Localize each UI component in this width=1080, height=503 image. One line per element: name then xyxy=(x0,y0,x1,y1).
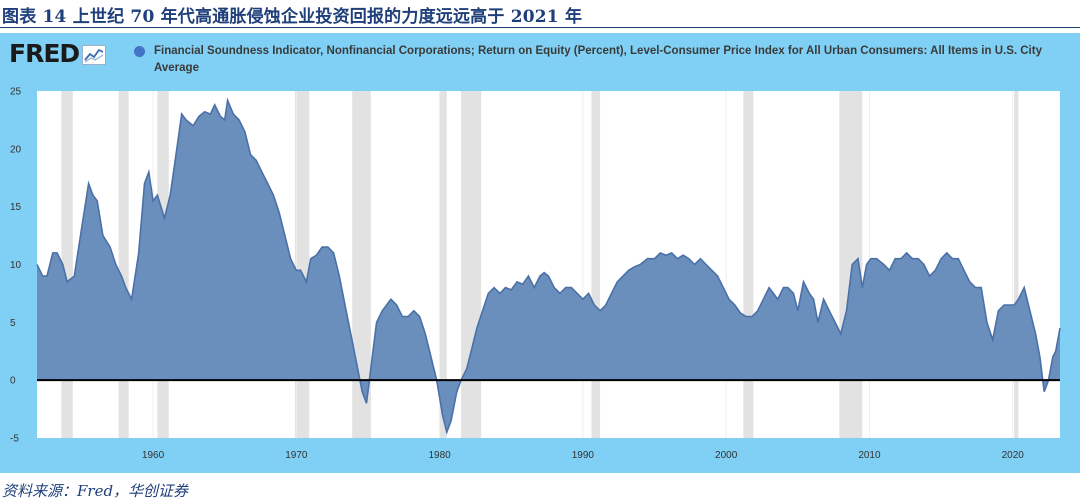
title-divider xyxy=(0,27,1080,28)
recession-band xyxy=(118,91,129,438)
x-tick-label: 1960 xyxy=(142,450,165,461)
x-tick-label: 2020 xyxy=(1002,450,1025,461)
x-tick-label: 1970 xyxy=(285,450,308,461)
y-tick-label: -5 xyxy=(10,434,19,445)
recession-band xyxy=(294,91,310,438)
recession-band xyxy=(439,91,447,438)
fred-logo[interactable]: FRED xyxy=(9,39,107,68)
x-tick-label: 1990 xyxy=(572,450,595,461)
recession-band xyxy=(61,91,73,438)
recession-band xyxy=(1014,91,1019,438)
y-tick-label: 0 xyxy=(10,376,16,387)
chart-line-icon xyxy=(82,45,107,65)
x-tick-label: 1980 xyxy=(428,450,451,461)
series-line xyxy=(36,97,1061,435)
legend-label: Financial Soundness Indicator, Nonfinanc… xyxy=(154,45,1042,74)
chart-legend: Financial Soundness Indicator, Nonfinanc… xyxy=(134,43,1054,77)
source-note: 资料来源：Fred，华创证券 xyxy=(2,482,189,500)
recession-band xyxy=(743,91,754,438)
recession-band xyxy=(591,91,601,438)
chart-panel: FRED Financial Soundness Indicator, Nonf… xyxy=(0,33,1080,473)
x-tick-label: 2000 xyxy=(715,450,738,461)
y-tick-label: 5 xyxy=(10,318,16,329)
legend-marker xyxy=(134,46,145,57)
roe-area-chart: -5 0 5 10 15 20 25 1960 1970 1980 1990 2000 2010 202… xyxy=(10,87,1061,461)
fred-logo-text: FRED xyxy=(9,39,80,68)
y-tick-label: 20 xyxy=(10,144,22,155)
recession-band xyxy=(461,91,482,438)
y-axis-ticks: -5 0 5 10 15 20 25 xyxy=(10,87,22,445)
figure-title: 图表 14 上世纪 70 年代高通胀侵蚀企业投资回报的力度远远高于 2021 年 xyxy=(2,7,583,27)
series-area xyxy=(37,100,1060,433)
recession-band xyxy=(352,91,371,438)
x-axis-ticks: 1960 1970 1980 1990 2000 2010 2020 xyxy=(142,450,1024,461)
y-tick-label: 25 xyxy=(10,87,22,98)
x-tick-label: 2010 xyxy=(858,450,881,461)
y-tick-label: 10 xyxy=(10,260,22,271)
y-tick-label: 15 xyxy=(10,202,22,213)
